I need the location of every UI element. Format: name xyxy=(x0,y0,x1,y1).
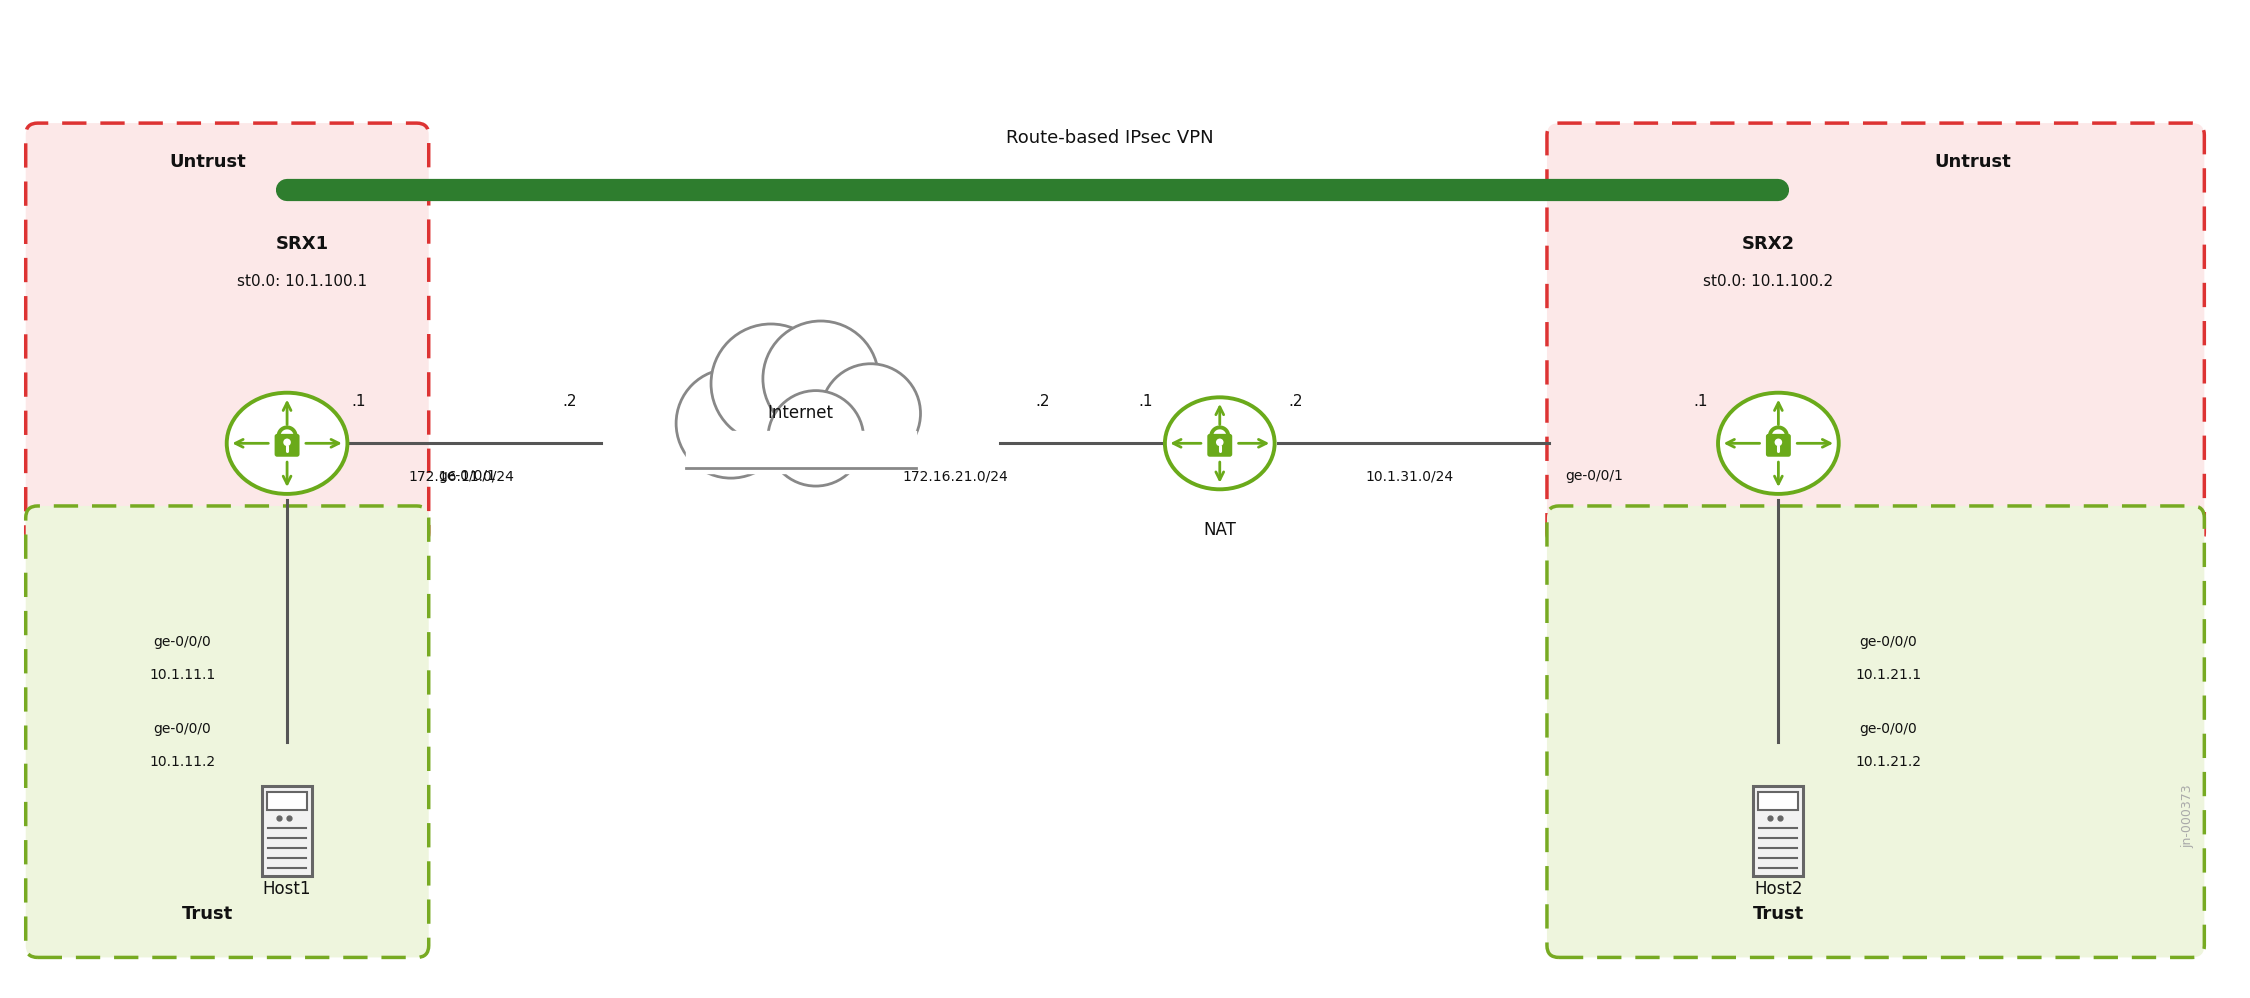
Text: Internet: Internet xyxy=(767,404,835,422)
Ellipse shape xyxy=(1719,393,1838,494)
Text: 172.16.21.0/24: 172.16.21.0/24 xyxy=(902,469,1008,483)
Circle shape xyxy=(284,438,290,446)
Circle shape xyxy=(763,321,878,436)
Text: 10.1.11.1: 10.1.11.1 xyxy=(148,668,216,682)
Text: Untrust: Untrust xyxy=(169,153,245,171)
Text: jn-000373: jn-000373 xyxy=(2180,784,2194,848)
Text: ge-0/0/0: ge-0/0/0 xyxy=(1858,635,1917,649)
Circle shape xyxy=(1775,438,1782,446)
FancyBboxPatch shape xyxy=(1548,123,2205,545)
Text: SRX1: SRX1 xyxy=(274,236,328,253)
Text: 172.16.11.0/24: 172.16.11.0/24 xyxy=(410,469,515,483)
Circle shape xyxy=(675,368,785,478)
FancyBboxPatch shape xyxy=(268,792,306,810)
FancyBboxPatch shape xyxy=(274,434,299,457)
Ellipse shape xyxy=(227,393,346,494)
FancyBboxPatch shape xyxy=(1766,434,1791,457)
Text: .2: .2 xyxy=(562,394,576,409)
Text: .1: .1 xyxy=(1138,394,1154,409)
Text: ge-0/0/1: ge-0/0/1 xyxy=(1566,469,1622,483)
FancyBboxPatch shape xyxy=(25,506,430,957)
Text: .2: .2 xyxy=(1035,394,1048,409)
Text: .1: .1 xyxy=(1694,394,1708,409)
Text: st0.0: 10.1.100.2: st0.0: 10.1.100.2 xyxy=(1703,273,1834,288)
Circle shape xyxy=(1215,438,1224,446)
Text: ge-0/0/0: ge-0/0/0 xyxy=(153,635,212,649)
Text: Trust: Trust xyxy=(1753,904,1804,923)
Text: st0.0: 10.1.100.1: st0.0: 10.1.100.1 xyxy=(236,273,367,288)
FancyBboxPatch shape xyxy=(1753,786,1802,876)
FancyBboxPatch shape xyxy=(1548,506,2205,957)
Text: Route-based IPsec VPN: Route-based IPsec VPN xyxy=(1006,129,1213,147)
Ellipse shape xyxy=(1166,397,1276,489)
Text: 10.1.21.1: 10.1.21.1 xyxy=(1854,668,1922,682)
Text: ge-0/0/0: ge-0/0/0 xyxy=(153,722,212,736)
Text: NAT: NAT xyxy=(1204,521,1235,539)
Text: 10.1.11.2: 10.1.11.2 xyxy=(148,754,216,768)
Text: Host2: Host2 xyxy=(1755,880,1802,898)
Text: ge-0/0/0: ge-0/0/0 xyxy=(1858,722,1917,736)
Text: .1: .1 xyxy=(351,394,367,409)
FancyBboxPatch shape xyxy=(263,786,313,876)
Text: 10.1.21.2: 10.1.21.2 xyxy=(1854,754,1922,768)
Text: Untrust: Untrust xyxy=(1935,153,2012,171)
Circle shape xyxy=(711,324,830,443)
FancyBboxPatch shape xyxy=(25,123,430,545)
Text: .2: .2 xyxy=(1289,394,1303,409)
FancyBboxPatch shape xyxy=(1208,434,1233,457)
Text: Host1: Host1 xyxy=(263,880,310,898)
Text: 10.1.31.0/24: 10.1.31.0/24 xyxy=(1366,469,1454,483)
Text: ge-0/0/1: ge-0/0/1 xyxy=(439,469,497,483)
FancyBboxPatch shape xyxy=(1760,792,1798,810)
Text: Trust: Trust xyxy=(182,904,234,923)
Text: SRX2: SRX2 xyxy=(1742,236,1796,253)
Circle shape xyxy=(821,363,920,463)
Circle shape xyxy=(767,390,864,486)
